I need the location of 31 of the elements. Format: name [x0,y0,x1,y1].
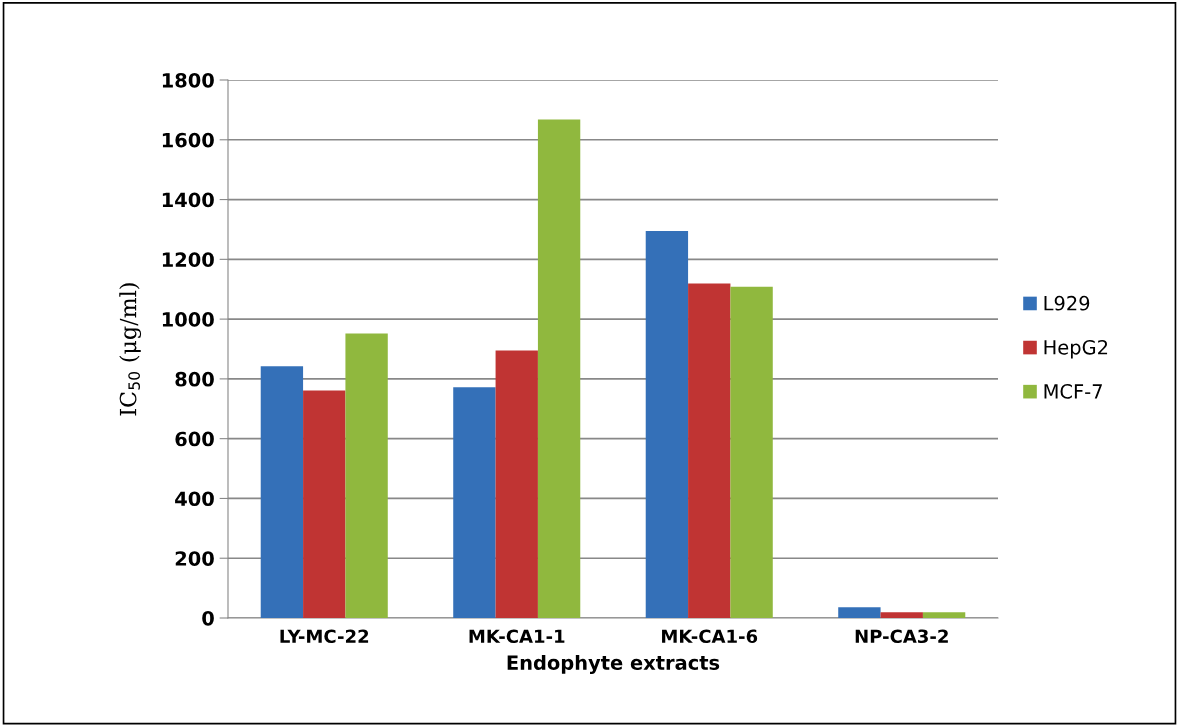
y-tick-label: 600 [175,431,214,447]
x-tick-label: MK-CA1-6 [662,629,758,644]
legend-label: HepG2 [1044,339,1108,359]
legend-label: L929 [1044,295,1090,311]
bar [922,612,966,618]
y-tick-label: 200 [175,551,214,566]
x-axis-title: Endophyte extracts [507,654,720,674]
x-tick-label: LY-MC-22 [280,629,369,644]
x-tick-label: NP-CA3-2 [855,629,948,644]
y-tick-label: 1400 [162,192,214,208]
bar [495,350,538,618]
bar [838,607,881,618]
bar [730,286,773,618]
bar [453,387,496,618]
bar [537,119,581,618]
y-tick-label: 1200 [162,252,214,267]
bar [880,612,923,618]
y-axis-title: IC$_{50}$ (μg/ml) [119,283,142,416]
bar [345,333,388,618]
legend-label: MCF-7 [1044,384,1102,399]
y-tick-label: 0 [202,610,214,626]
bar [303,390,346,618]
bar [688,283,731,618]
x-tick-label: MK-CA1-1 [469,629,565,644]
bar [645,230,689,618]
y-tick-label: 400 [175,491,214,507]
bar [260,366,304,618]
y-tick-label: 1600 [162,132,214,148]
y-tick-label: 1000 [162,312,214,327]
y-tick-label: 1800 [162,72,214,88]
y-tick-label: 800 [175,371,214,387]
